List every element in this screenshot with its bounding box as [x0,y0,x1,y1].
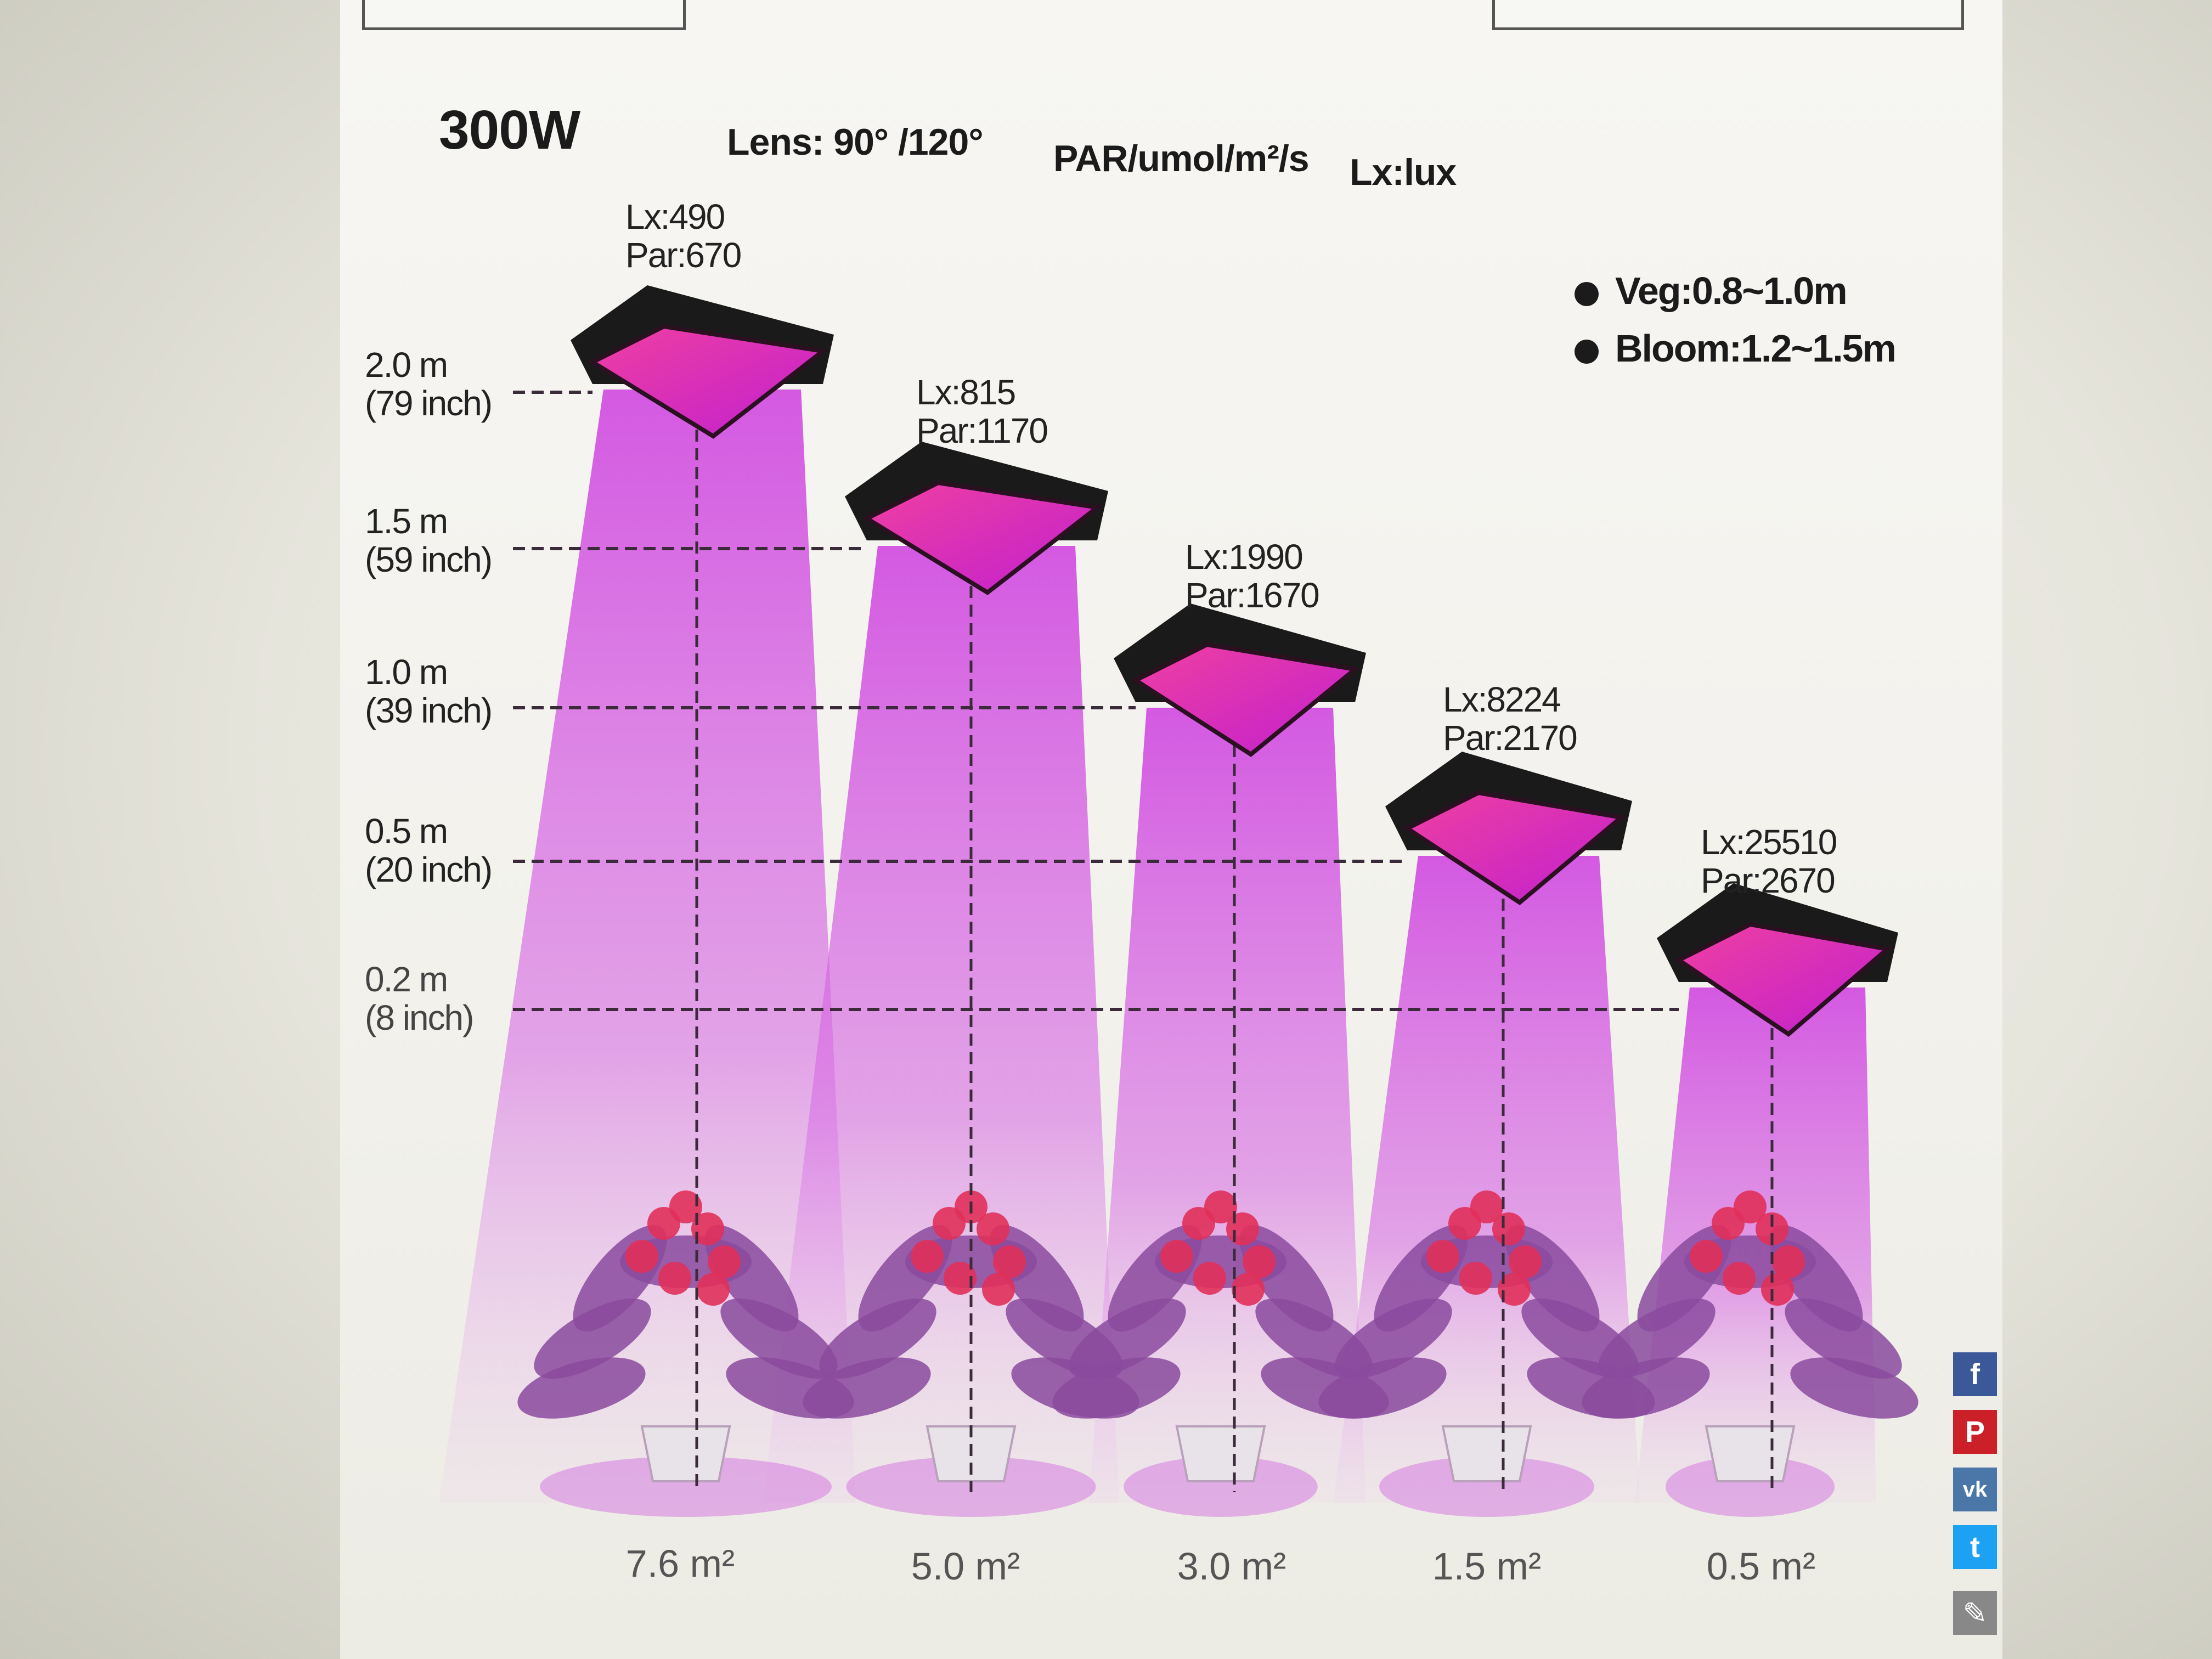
legend-veg: Veg:0.8~1.0m [1575,269,1848,313]
lamp-reading-2: Lx:815 Par:1170 [916,373,1048,450]
plant [1318,1190,1655,1482]
legend-dot [1575,339,1599,364]
light-beam [439,390,856,1503]
floor-coverage [1666,1457,1835,1517]
coverage-area-4: 1.5 m² [1432,1545,1542,1588]
lamp-reading-1: Lx:490 Par:670 [625,197,742,275]
height-label-1m: 1.0 m (39 inch) [365,652,493,730]
lamp-reading-3: Lx:1990 Par:1670 [1185,537,1320,615]
top-tab-right[interactable] [1492,0,1964,30]
coverage-area-5: 0.5 m² [1706,1545,1816,1588]
twitter-icon: t [1970,1531,1980,1564]
plant [1582,1190,1918,1482]
lamp-reading-5: Lx:25510 Par:2670 [1701,822,1837,900]
facebook-share-button[interactable]: f [1953,1352,1997,1396]
legend-dot [1575,281,1599,306]
height-label-2m: 2.0 m (79 inch) [365,345,493,423]
top-tab-left[interactable] [362,0,686,30]
coverage-area-3: 3.0 m² [1177,1545,1286,1588]
lens-label: Lens: 90° /120° [727,121,984,163]
power-title: 300W [439,99,580,161]
grow-lamp [1385,752,1632,905]
pinterest-share-button[interactable]: P [1953,1410,1997,1454]
vk-icon: vk [1962,1477,1988,1502]
height-label-0-2m: 0.2 m (8 inch) [365,960,474,1037]
vk-share-button[interactable]: vk [1953,1468,1997,1511]
edit-button[interactable]: ✎ [1953,1591,1997,1635]
par-unit-label: PAR/umol/m²/s [1053,138,1310,179]
height-label-0-5m: 0.5 m (20 inch) [365,811,493,889]
pinterest-icon: P [1965,1415,1985,1448]
grow-lamp [845,442,1108,595]
floor-coverage [1124,1457,1318,1517]
grow-lamp [1114,603,1366,757]
lux-unit-label: Lx:lux [1350,151,1457,193]
legend-bloom: Bloom:1.2~1.5m [1575,326,1897,370]
coverage-area-1: 7.6 m² [625,1542,735,1585]
floor-coverage [1379,1457,1594,1517]
edit-icon: ✎ [1962,1596,1988,1630]
coverage-area-2: 5.0 m² [911,1545,1020,1588]
facebook-icon: f [1970,1358,1980,1391]
grow-lamp [571,285,834,439]
grow-lamp [1657,883,1898,1037]
lamp-reading-4: Lx:8224 Par:2170 [1443,680,1578,758]
floor-coverage [540,1457,832,1517]
twitter-share-button[interactable]: t [1953,1525,1997,1569]
height-label-1-5m: 1.5 m (59 inch) [365,501,493,579]
